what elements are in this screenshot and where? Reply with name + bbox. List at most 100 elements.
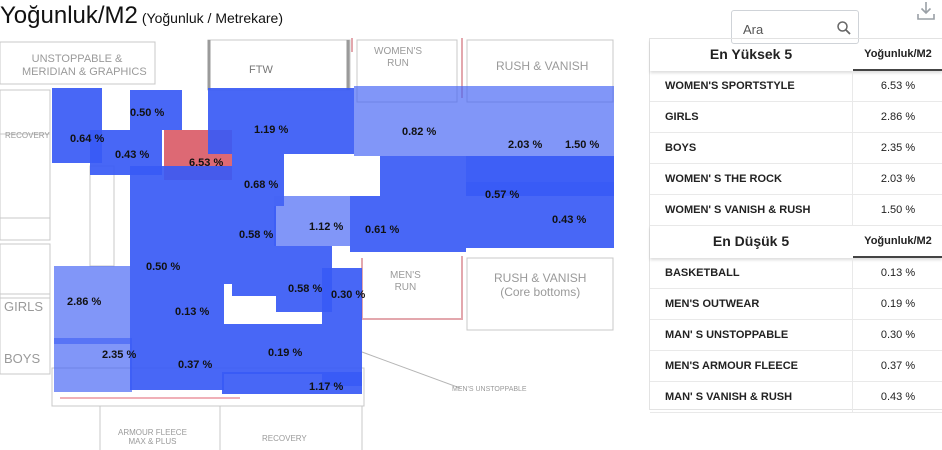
- zone-value: 2.03 %: [508, 139, 543, 151]
- zone-value: 1.12 %: [309, 221, 344, 233]
- cell-divider: [852, 258, 853, 288]
- heat-zone[interactable]: [232, 206, 276, 296]
- zone-value: 2.86 %: [67, 296, 102, 308]
- top5-row[interactable]: GIRLS 2.86 %: [650, 102, 942, 133]
- cell-divider: [852, 351, 853, 381]
- top5-row[interactable]: BOYS 2.35 %: [650, 133, 942, 164]
- row-name: WOMEN' S THE ROCK: [665, 173, 782, 185]
- row-value: 6.53 %: [880, 80, 916, 92]
- row-value: 0.13 %: [880, 267, 916, 279]
- row-name: BASKETBALL: [665, 267, 740, 279]
- column-underline: [853, 256, 942, 258]
- heat-zone[interactable]: [322, 268, 362, 386]
- top5-row[interactable]: WOMEN' S VANISH & RUSH 1.50 %: [650, 195, 942, 226]
- zone-value: 0.37 %: [178, 359, 213, 371]
- area-label: RECOVERY: [5, 131, 50, 140]
- cell-divider: [852, 289, 853, 319]
- heat-zone[interactable]: [350, 196, 466, 252]
- bottom5-title: En Düşük 5: [712, 233, 790, 249]
- row-value: 0.19 %: [880, 298, 916, 310]
- row-value: 0.30 %: [880, 329, 916, 341]
- row-value: 1.50 %: [880, 204, 916, 216]
- zone-value: 1.50 %: [565, 139, 600, 151]
- bottom5-row[interactable]: MEN'S ARMOUR FLEECE 0.37 %: [650, 351, 942, 382]
- row-value: 2.35 %: [880, 142, 916, 154]
- top5-row[interactable]: WOMEN'S SPORTSTYLE 6.53 %: [650, 71, 942, 102]
- top5-column-header[interactable]: Yoğunluk/M2: [864, 48, 932, 60]
- cell-divider: [852, 71, 853, 101]
- heat-zone[interactable]: [466, 182, 614, 248]
- row-name: GIRLS: [665, 111, 699, 123]
- area-label: ARMOUR FLEECE MAX & PLUS: [118, 428, 187, 447]
- cell-divider: [852, 320, 853, 350]
- bottom5-row[interactable]: BASKETBALL 0.13 %: [650, 258, 942, 289]
- area-label: RUSH & VANISH (Core bottoms): [494, 271, 587, 299]
- heat-zone[interactable]: [208, 88, 354, 154]
- row-name: MEN'S OUTWEAR: [665, 298, 760, 310]
- zone-value: 0.43 %: [115, 149, 150, 161]
- zone-value: 0.58 %: [288, 283, 323, 295]
- zone-value: 6.53 %: [189, 157, 224, 169]
- area-label: RUSH & VANISH: [496, 59, 589, 73]
- heat-zone[interactable]: [274, 196, 350, 246]
- cell-divider: [852, 102, 853, 132]
- zone-value: 1.19 %: [254, 124, 289, 136]
- zone-value: 0.50 %: [130, 107, 165, 119]
- page-subtitle: (Yoğunluk / Metrekare): [141, 10, 283, 26]
- heat-zone[interactable]: [354, 86, 466, 156]
- zone-value: 0.64 %: [70, 133, 105, 145]
- zone-value: 0.13 %: [175, 306, 210, 318]
- zone-value: 0.50 %: [146, 261, 181, 273]
- zone-value: 0.43 %: [552, 214, 587, 226]
- area-label: FTW: [249, 64, 273, 76]
- area-label: BOYS: [4, 351, 41, 366]
- zone-value: 0.58 %: [239, 229, 274, 241]
- download-icon[interactable]: [916, 0, 936, 22]
- top5-row[interactable]: WOMEN' S THE ROCK 2.03 %: [650, 164, 942, 195]
- heat-zone[interactable]: [130, 284, 224, 336]
- cell-divider: [852, 133, 853, 163]
- zone-value: 0.82 %: [402, 126, 437, 138]
- heat-zone[interactable]: [224, 324, 322, 374]
- area-label: WOMEN'S RUN: [374, 46, 423, 69]
- area-label: UNSTOPPABLE & MERIDIAN & GRAPHICS: [22, 53, 147, 78]
- cell-divider: [852, 195, 853, 225]
- row-value: 0.43 %: [880, 391, 916, 403]
- row-name: MEN'S ARMOUR FLEECE: [665, 360, 798, 372]
- zone-value: 0.68 %: [244, 179, 279, 191]
- top5-header: En Yüksek 5 Yoğunluk/M2: [650, 39, 942, 71]
- area-label: GIRLS: [4, 299, 44, 314]
- zone-value: 0.30 %: [331, 289, 366, 301]
- row-value: 0.37 %: [880, 360, 916, 372]
- row-value: 2.03 %: [880, 173, 916, 185]
- area-label: MEN'S UNSTOPPABLE: [452, 386, 527, 393]
- area-label: MEN'S RUN: [390, 270, 421, 293]
- zone-value: 0.57 %: [485, 189, 520, 201]
- bottom5-row[interactable]: MEN'S OUTWEAR 0.19 %: [650, 289, 942, 320]
- heat-zone[interactable]: [54, 266, 130, 344]
- search-icon[interactable]: [836, 20, 852, 36]
- heat-zone[interactable]: [222, 372, 362, 394]
- heat-zone[interactable]: [130, 166, 232, 284]
- zone-value: 2.35 %: [102, 349, 137, 361]
- search-input[interactable]: [741, 19, 837, 39]
- heat-zone[interactable]: [130, 90, 182, 130]
- bottom5-column-header[interactable]: Yoğunluk/M2: [864, 235, 932, 247]
- bottom5-row[interactable]: MAN' S VANISH & RUSH 0.43 %: [650, 382, 942, 413]
- heat-zone[interactable]: [54, 338, 132, 392]
- row-name: MAN' S VANISH & RUSH: [665, 391, 793, 403]
- page-title: Yoğunluk/M2 (Yoğunluk / Metrekare): [0, 2, 283, 30]
- page-title-text: Yoğunluk/M2: [0, 2, 138, 29]
- column-underline: [853, 69, 942, 71]
- row-name: MAN' S UNSTOPPABLE: [665, 329, 789, 341]
- floor-plan: UNSTOPPABLE & MERIDIAN & GRAPHICS RECOVE…: [0, 38, 620, 450]
- top5-title: En Yüksek 5: [709, 46, 793, 62]
- bottom5-row[interactable]: MAN' S UNSTOPPABLE 0.30 %: [650, 320, 942, 351]
- row-name: BOYS: [665, 142, 697, 154]
- cell-divider: [852, 164, 853, 194]
- zone-value: 1.17 %: [309, 381, 344, 393]
- heat-zone[interactable]: [130, 336, 224, 390]
- row-name: WOMEN' S VANISH & RUSH: [665, 204, 811, 216]
- zone-value: 0.19 %: [268, 347, 303, 359]
- row-value: 2.86 %: [880, 111, 916, 123]
